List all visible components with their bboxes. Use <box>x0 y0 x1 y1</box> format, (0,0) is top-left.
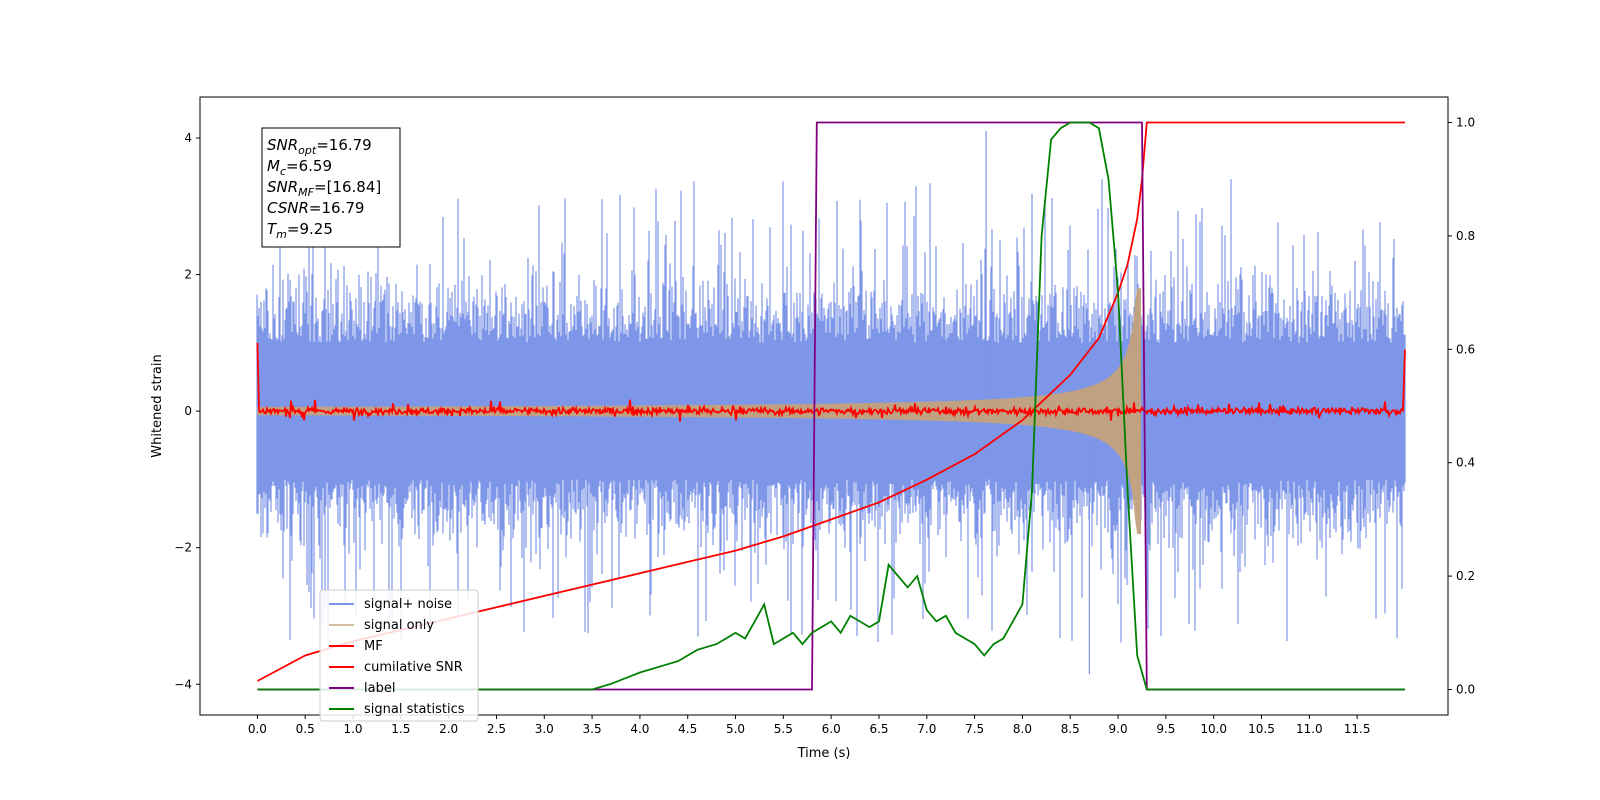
series-mf <box>256 342 1406 422</box>
legend: signal+ noise signal only MF cumilative SNR… <box>319 589 479 722</box>
left-y-tick-label: −2 <box>174 541 192 555</box>
x-tick-label: 8.5 <box>1061 722 1080 736</box>
x-tick-label: 1.0 <box>343 722 362 736</box>
right-y-tick-label: 0.6 <box>1456 342 1475 356</box>
legend-entry: signal statistics <box>364 702 465 717</box>
x-tick-label: 3.0 <box>535 722 554 736</box>
x-tick-label: 4.0 <box>630 722 649 736</box>
left-y-axis-ticks: −4 −2 0 2 4 <box>174 131 200 691</box>
x-tick-label: 7.0 <box>917 722 936 736</box>
left-y-axis-label: Whitened strain <box>150 354 165 457</box>
annotation-line: SNRopt=16.79 <box>267 136 372 157</box>
annotation-line: CSNR=16.79 <box>267 199 364 217</box>
x-tick-label: 9.0 <box>1109 722 1128 736</box>
legend-entry: MF <box>364 639 383 654</box>
annotation-box: SNRopt=16.79Mc=6.59SNRMF=[16.84]CSNR=16.… <box>261 127 401 248</box>
x-tick-label: 8.0 <box>1013 722 1032 736</box>
annotation-line: SNRMF=[16.84] <box>267 178 381 199</box>
x-tick-label: 6.5 <box>869 722 888 736</box>
x-tick-label: 4.5 <box>678 722 697 736</box>
x-tick-label: 3.5 <box>583 722 602 736</box>
right-y-tick-label: 0.8 <box>1456 229 1475 243</box>
x-tick-label: 10.5 <box>1248 722 1275 736</box>
right-y-tick-label: 0.4 <box>1456 456 1475 470</box>
legend-entry: cumilative SNR <box>364 660 463 675</box>
x-tick-label: 11.5 <box>1344 722 1371 736</box>
x-tick-label: 6.0 <box>822 722 841 736</box>
x-tick-label: 2.5 <box>487 722 506 736</box>
left-y-tick-label: 2 <box>184 268 192 282</box>
x-tick-label: 2.0 <box>439 722 458 736</box>
x-axis-ticks: 0.0 0.5 1.0 1.5 2.0 2.5 3.0 3.5 4.0 4.5 5.0 5.5 6.0 6… <box>248 715 1371 736</box>
x-tick-label: 7.5 <box>965 722 984 736</box>
right-y-tick-label: 1.0 <box>1456 116 1475 130</box>
right-y-tick-label: 0.0 <box>1456 682 1475 696</box>
right-y-axis-ticks: 0.0 0.2 0.4 0.6 0.8 1.0 <box>1448 116 1475 696</box>
legend-entry: signal+ noise <box>364 597 452 612</box>
legend-frame <box>319 589 479 722</box>
series-signal-statistics <box>257 121 1405 691</box>
x-tick-label: 0.5 <box>296 722 315 736</box>
right-y-tick-label: 0.2 <box>1456 569 1475 583</box>
x-axis-label: Time (s) <box>797 746 851 761</box>
plot-frame <box>199 96 1449 716</box>
left-y-tick-label: −4 <box>174 677 192 691</box>
x-tick-label: 9.5 <box>1156 722 1175 736</box>
annotation-line: Mc=6.59 <box>267 157 332 178</box>
x-tick-label: 10.0 <box>1200 722 1227 736</box>
x-tick-label: 11.0 <box>1296 722 1323 736</box>
x-tick-label: 1.5 <box>391 722 410 736</box>
x-tick-label: 5.5 <box>774 722 793 736</box>
left-y-tick-label: 4 <box>184 131 192 145</box>
left-y-tick-label: 0 <box>184 404 192 418</box>
legend-entry: label <box>364 681 395 696</box>
x-tick-label: 0.0 <box>248 722 267 736</box>
annotation-frame <box>261 127 401 248</box>
legend-entry: signal only <box>364 618 434 633</box>
x-tick-label: 5.0 <box>726 722 745 736</box>
annotation-line: Tm=9.25 <box>267 220 333 241</box>
